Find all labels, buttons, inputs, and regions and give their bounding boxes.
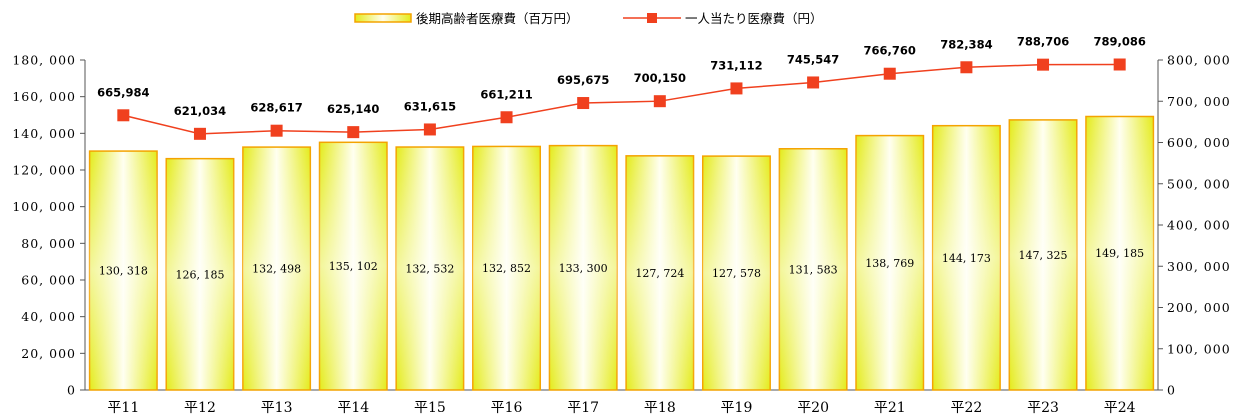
- bar-value-label: 138, 769: [865, 257, 914, 270]
- left-tick-label: 160, 000: [12, 89, 76, 104]
- bar-value-label: 132, 852: [482, 262, 531, 275]
- line-marker: [1114, 59, 1126, 71]
- category-label: 平19: [721, 400, 753, 416]
- line-value-label: 661,211: [480, 87, 532, 101]
- line-marker: [501, 111, 513, 123]
- line-marker: [654, 95, 666, 107]
- right-tick-label: 800, 000: [1167, 53, 1231, 68]
- line-value-label: 631,615: [404, 99, 456, 113]
- left-tick-label: 20, 000: [21, 346, 76, 361]
- left-tick-label: 140, 000: [12, 126, 76, 141]
- right-tick-label: 100, 000: [1167, 341, 1231, 356]
- line-marker: [730, 82, 742, 94]
- legend-bar-label: 後期高齢者医療費（百万円）: [416, 11, 579, 26]
- line-value-label: 782,384: [940, 37, 992, 51]
- right-tick-label: 300, 000: [1167, 259, 1231, 274]
- line-value-label: 789,086: [1093, 35, 1145, 49]
- category-label: 平15: [414, 400, 446, 416]
- category-label: 平12: [184, 400, 216, 416]
- line-marker: [884, 68, 896, 80]
- left-tick-label: 120, 000: [12, 163, 76, 178]
- right-tick-label: 200, 000: [1167, 300, 1231, 315]
- line-marker: [424, 123, 436, 135]
- category-label: 平23: [1027, 400, 1059, 416]
- category-label: 平20: [797, 400, 829, 416]
- category-label: 平21: [874, 400, 906, 416]
- line-value-label: 766,760: [864, 44, 916, 58]
- category-labels: 平11 平12 平13 平14 平15 平16 平17 平18 平19 平20 平21 平22 平23 平…: [107, 400, 1135, 416]
- bar-value-label: 130, 318: [99, 265, 148, 278]
- bar-series: [90, 116, 1154, 390]
- bar-value-label: 144, 173: [942, 252, 991, 265]
- line-value-label: 700,150: [634, 71, 686, 85]
- line-marker: [117, 109, 129, 121]
- line-value-label: 625,140: [327, 102, 379, 116]
- bar-value-label: 126, 185: [175, 268, 224, 281]
- bar-value-label: 132, 498: [252, 263, 301, 276]
- right-tick-label: 400, 000: [1167, 218, 1231, 233]
- line-path: [123, 65, 1119, 134]
- left-tick-label: 0: [67, 383, 76, 398]
- legend-line-marker: [647, 13, 657, 23]
- right-tick-label: 600, 000: [1167, 135, 1231, 150]
- line-value-label: 695,675: [557, 73, 609, 87]
- left-tick-label: 80, 000: [21, 236, 76, 251]
- line-value-label: 628,617: [250, 101, 302, 115]
- category-label: 平22: [950, 400, 982, 416]
- category-label: 平11: [107, 400, 139, 416]
- bar-value-label: 149, 185: [1095, 247, 1144, 260]
- left-tick-label: 100, 000: [12, 199, 76, 214]
- bar-value-label: 132, 532: [405, 263, 454, 276]
- bar-value-label: 127, 724: [635, 267, 684, 280]
- line-marker: [1037, 59, 1049, 71]
- category-label: 平14: [337, 400, 369, 416]
- bar-value-label: 131, 583: [789, 263, 838, 276]
- line-marker: [807, 76, 819, 88]
- bar-value-label: 135, 102: [329, 260, 378, 273]
- line-value-label: 745,547: [787, 52, 839, 66]
- legend-bar-swatch: [355, 14, 411, 22]
- right-tick-label: 700, 000: [1167, 94, 1231, 109]
- category-label: 平17: [567, 400, 599, 416]
- right-tick-label: 500, 000: [1167, 176, 1231, 191]
- legend-line-label: 一人当たり医療費（円）: [685, 11, 823, 26]
- line-marker: [577, 97, 589, 109]
- bar-value-label: 127, 578: [712, 267, 761, 280]
- line-value-label: 621,034: [174, 104, 226, 118]
- category-label: 平16: [491, 400, 523, 416]
- category-label: 平24: [1104, 400, 1136, 416]
- line-marker: [194, 128, 206, 140]
- left-tick-label: 60, 000: [21, 273, 76, 288]
- line-value-label: 788,706: [1017, 35, 1069, 49]
- line-marker: [960, 61, 972, 73]
- bar-value-label: 133, 300: [559, 262, 608, 275]
- line-value-label: 665,984: [97, 85, 149, 99]
- left-tick-label: 180, 000: [12, 53, 76, 68]
- category-label: 平13: [261, 400, 293, 416]
- line-marker: [347, 126, 359, 138]
- line-labels: 665,984 621,034 628,617 625,140 631,615 661,2…: [97, 35, 1146, 118]
- legend: 後期高齢者医療費（百万円） 一人当たり医療費（円）: [355, 11, 823, 26]
- right-tick-label: 0: [1167, 383, 1176, 398]
- line-marker: [271, 125, 283, 137]
- bar-value-label: 147, 325: [1019, 249, 1068, 262]
- line-value-label: 731,112: [710, 58, 762, 72]
- category-label: 平18: [644, 400, 676, 416]
- left-tick-label: 40, 000: [21, 309, 76, 324]
